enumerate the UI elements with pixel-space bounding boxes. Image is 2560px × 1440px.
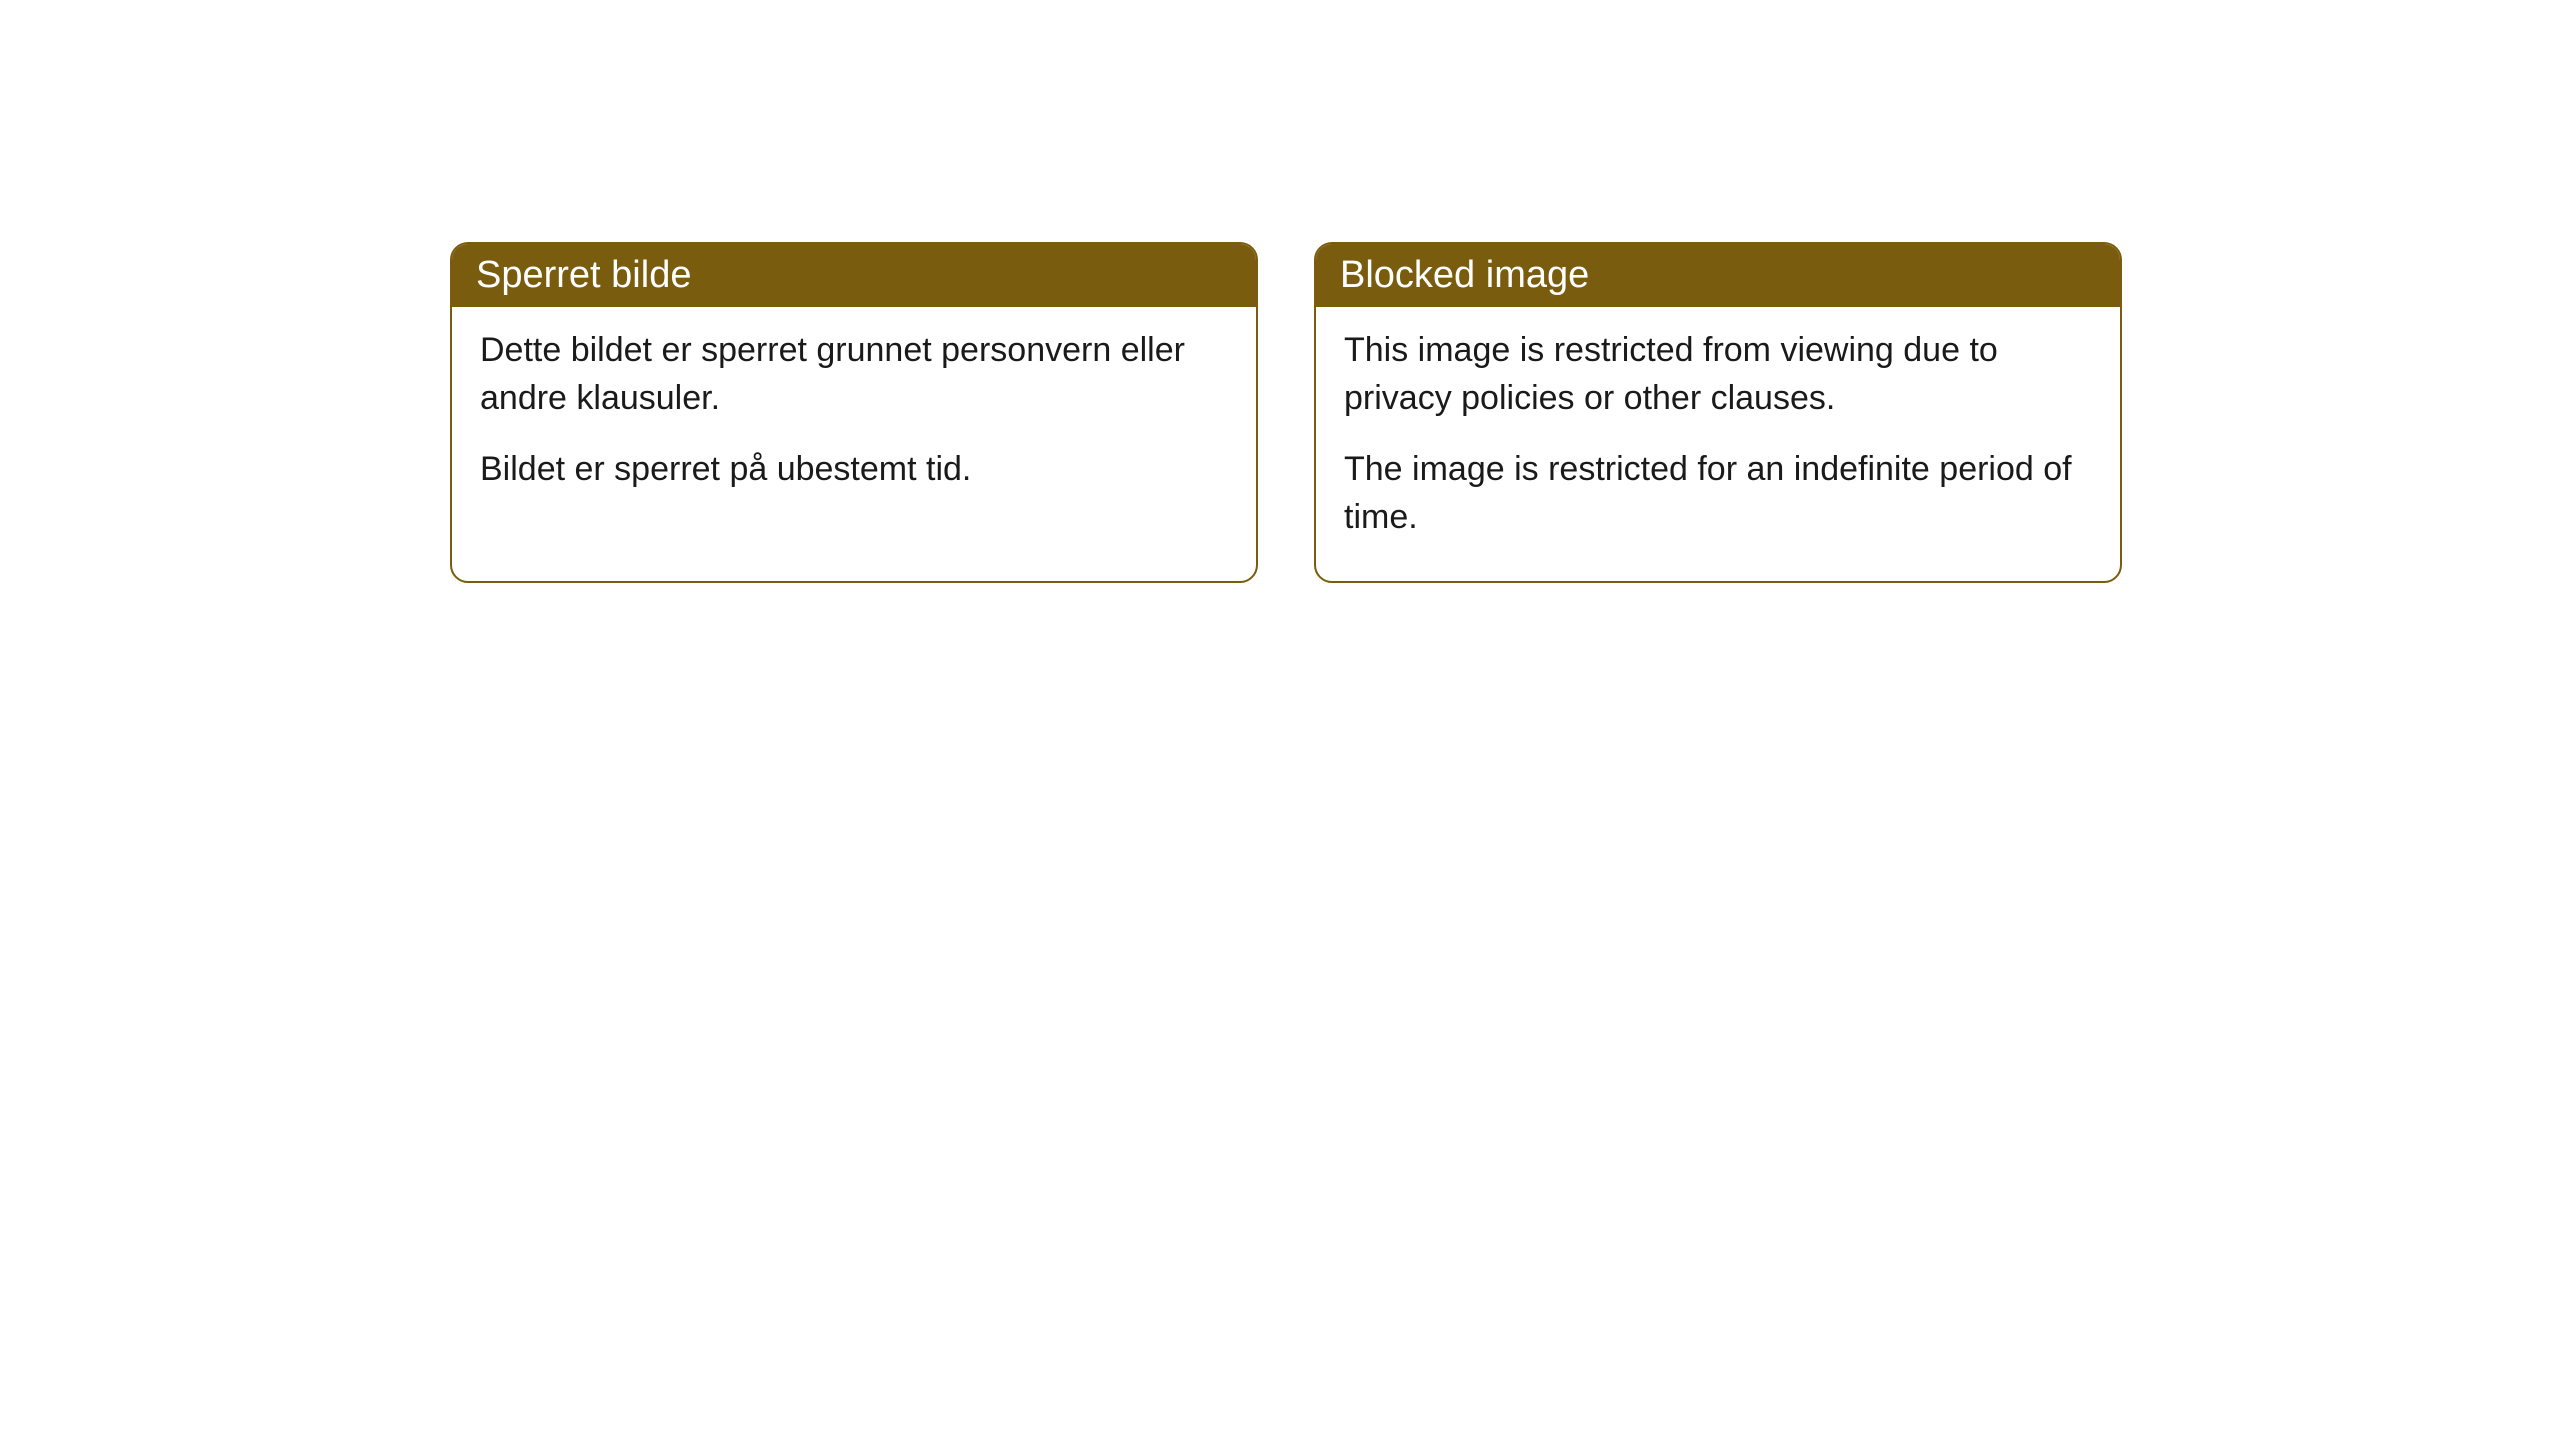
card-paragraph: Bildet er sperret på ubestemt tid. (480, 446, 1228, 494)
notice-card-norwegian: Sperret bilde Dette bildet er sperret gr… (450, 242, 1258, 583)
card-header: Sperret bilde (452, 244, 1256, 307)
card-body: This image is restricted from viewing du… (1316, 307, 2120, 581)
card-paragraph: The image is restricted for an indefinit… (1344, 446, 2092, 541)
card-paragraph: This image is restricted from viewing du… (1344, 327, 2092, 422)
card-paragraph: Dette bildet er sperret grunnet personve… (480, 327, 1228, 422)
card-title: Blocked image (1340, 254, 1589, 296)
notice-container: Sperret bilde Dette bildet er sperret gr… (450, 242, 2122, 583)
card-body: Dette bildet er sperret grunnet personve… (452, 307, 1256, 534)
card-title: Sperret bilde (476, 254, 691, 296)
notice-card-english: Blocked image This image is restricted f… (1314, 242, 2122, 583)
card-header: Blocked image (1316, 244, 2120, 307)
